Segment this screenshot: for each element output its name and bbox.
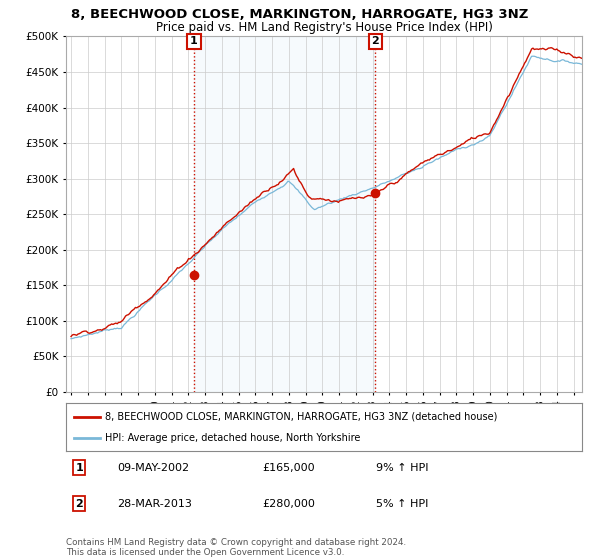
Text: 1: 1 xyxy=(75,463,83,473)
Text: 1: 1 xyxy=(190,36,198,46)
Text: Contains HM Land Registry data © Crown copyright and database right 2024.
This d: Contains HM Land Registry data © Crown c… xyxy=(66,538,406,557)
Text: £165,000: £165,000 xyxy=(262,463,315,473)
Text: HPI: Average price, detached house, North Yorkshire: HPI: Average price, detached house, Nort… xyxy=(104,433,360,444)
Text: £280,000: £280,000 xyxy=(262,499,315,509)
Text: 2: 2 xyxy=(371,36,379,46)
Text: 2: 2 xyxy=(75,499,83,509)
Text: 8, BEECHWOOD CLOSE, MARKINGTON, HARROGATE, HG3 3NZ (detached house): 8, BEECHWOOD CLOSE, MARKINGTON, HARROGAT… xyxy=(104,412,497,422)
Text: 09-MAY-2002: 09-MAY-2002 xyxy=(118,463,190,473)
Title: Price paid vs. HM Land Registry's House Price Index (HPI): Price paid vs. HM Land Registry's House … xyxy=(155,21,493,34)
Text: 8, BEECHWOOD CLOSE, MARKINGTON, HARROGATE, HG3 3NZ: 8, BEECHWOOD CLOSE, MARKINGTON, HARROGAT… xyxy=(71,8,529,21)
Bar xyxy=(194,36,376,392)
Text: 9% ↑ HPI: 9% ↑ HPI xyxy=(376,463,428,473)
Text: 28-MAR-2013: 28-MAR-2013 xyxy=(118,499,193,509)
Text: 5% ↑ HPI: 5% ↑ HPI xyxy=(376,499,428,509)
